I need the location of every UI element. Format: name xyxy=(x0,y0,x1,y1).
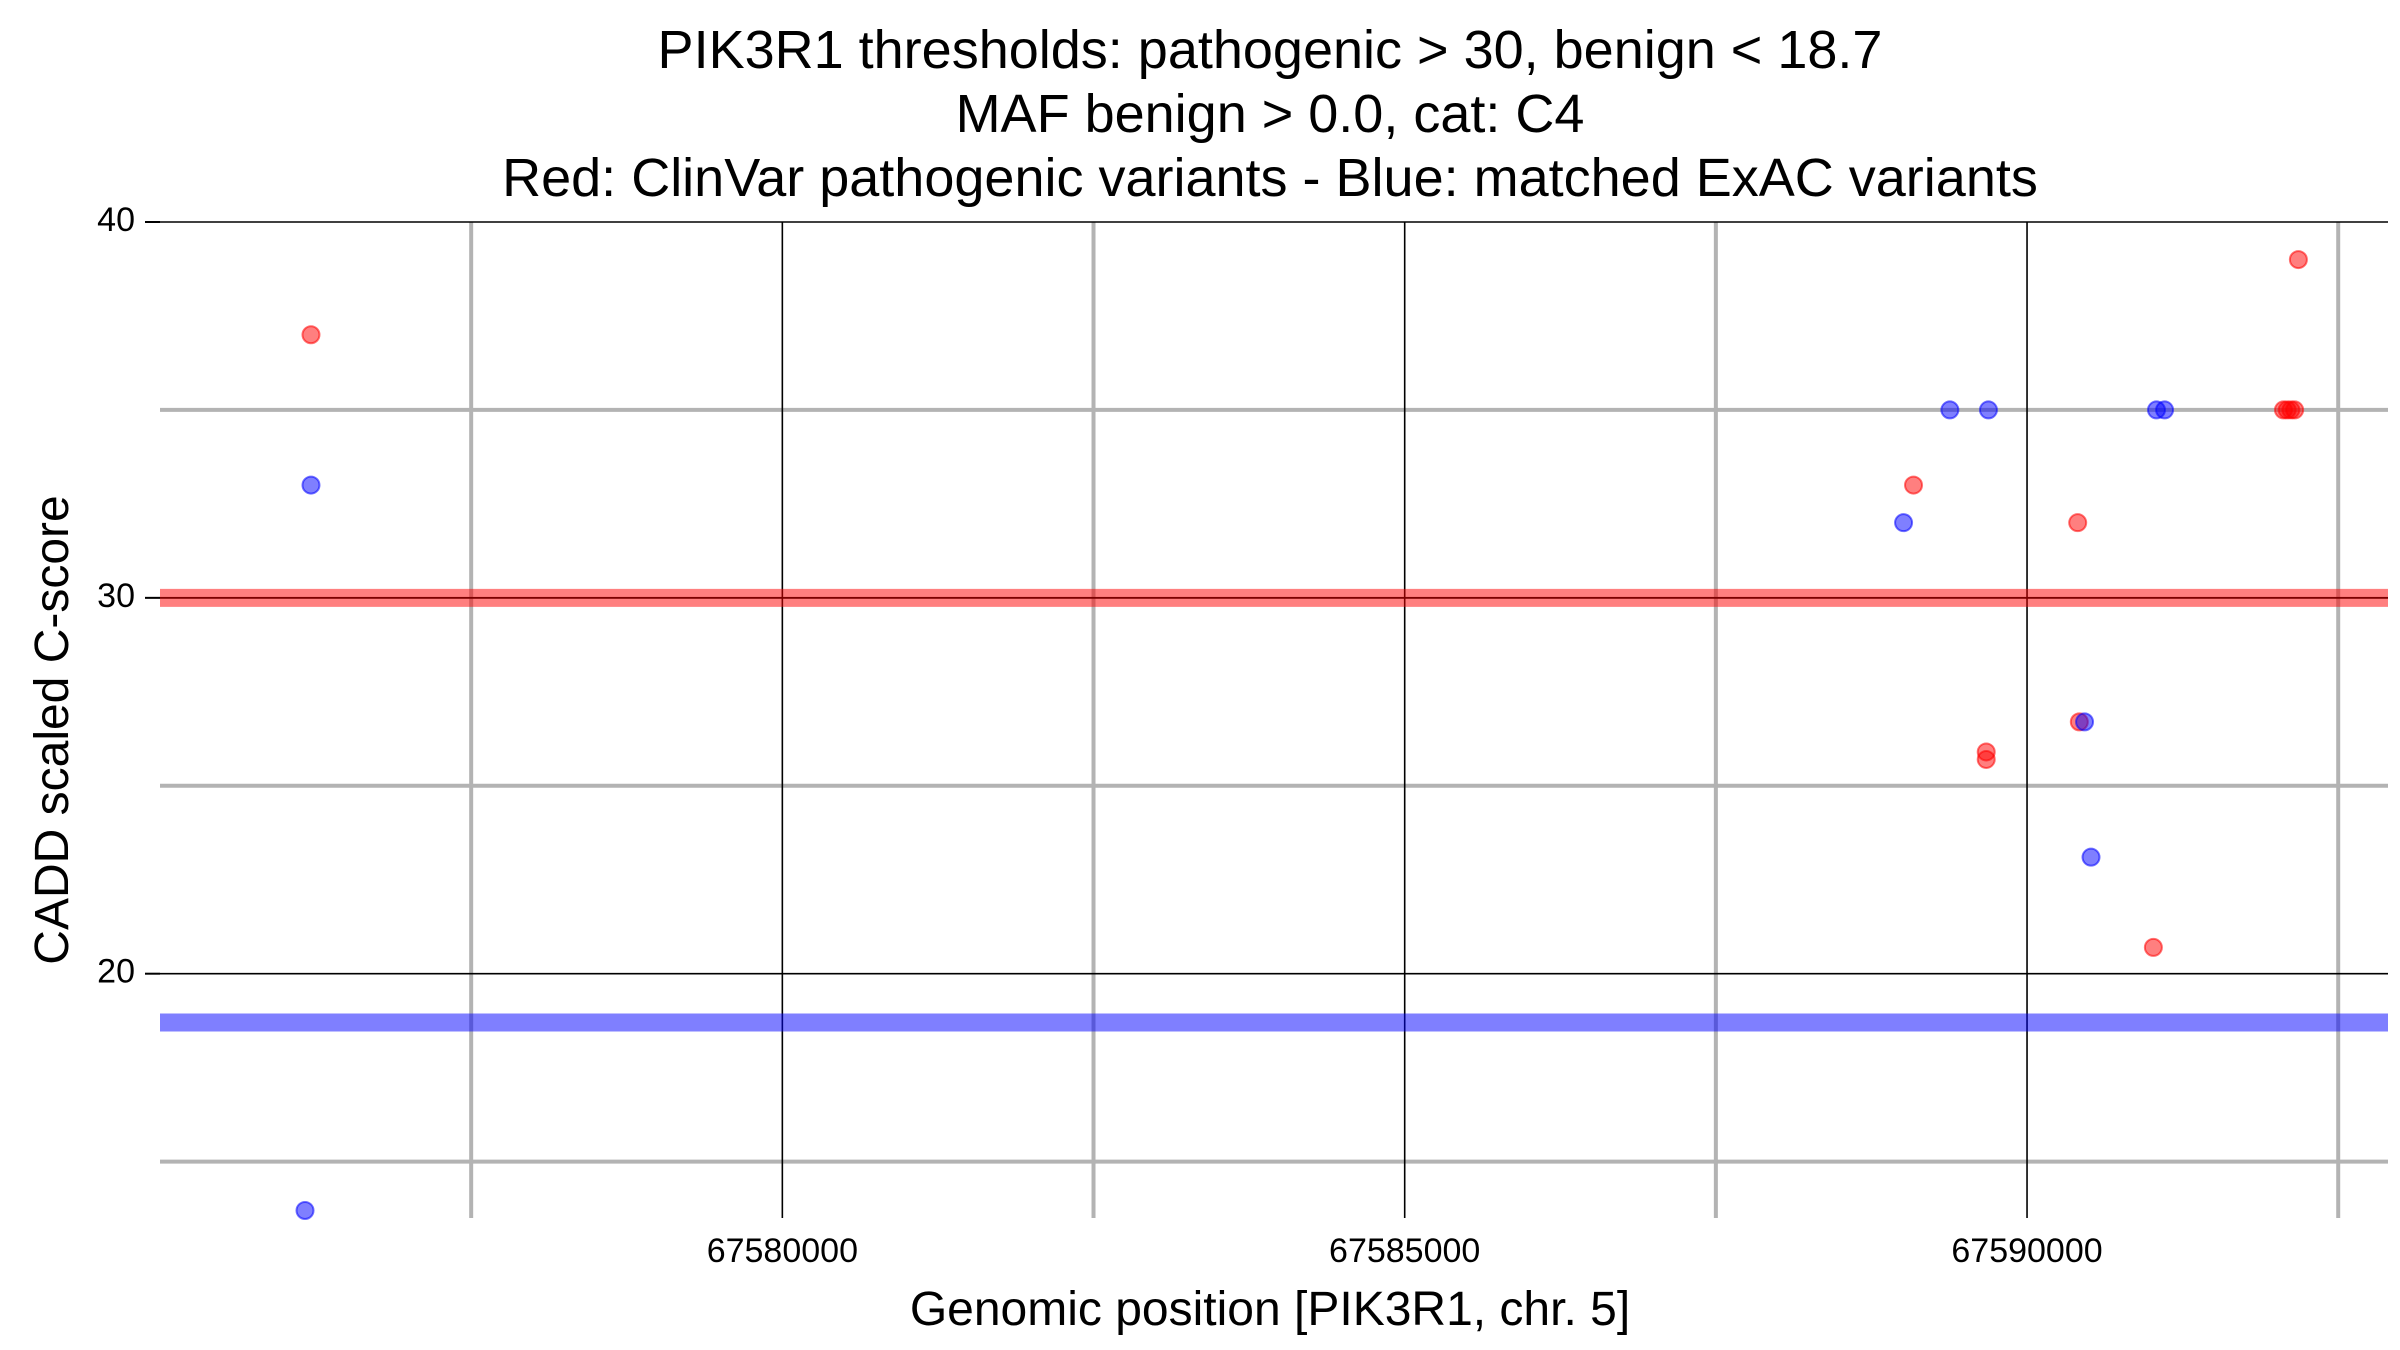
exac-point-0 xyxy=(301,475,321,495)
chart-title-line-3: Red: ClinVar pathogenic variants - Blue:… xyxy=(502,148,2038,208)
clinvar-point-1 xyxy=(1904,475,1924,495)
y-axis-title: CADD scaled C-score xyxy=(26,495,79,964)
clinvar-point-10 xyxy=(2285,400,2305,420)
exac-point-4 xyxy=(1978,400,1998,420)
clinvar-point-3 xyxy=(1976,749,1996,769)
exac-point-5 xyxy=(2075,712,2095,732)
points-layer xyxy=(295,250,2308,1220)
x-tick-label-1: 67585000 xyxy=(1329,1232,1480,1270)
x-tick-label-0: 67580000 xyxy=(707,1232,858,1270)
y-tick-label-2: 40 xyxy=(97,201,135,239)
clinvar-point-11 xyxy=(2288,250,2308,270)
chart-title-line-1: PIK3R1 thresholds: pathogenic > 30, beni… xyxy=(658,20,1883,80)
exac-point-6 xyxy=(2081,847,2101,867)
chart-title-line-2: MAF benign > 0.0, cat: C4 xyxy=(956,84,1585,144)
axis-layer: 20 30 40 67580000 67585000 67590000 xyxy=(97,201,2103,1270)
x-axis-title: Genomic position [PIK3R1, chr. 5] xyxy=(910,1283,1630,1336)
exac-point-1 xyxy=(295,1200,315,1220)
exac-point-2 xyxy=(1894,513,1914,533)
exac-point-3 xyxy=(1940,400,1960,420)
x-tick-label-2: 67590000 xyxy=(1951,1232,2102,1270)
grid-layer xyxy=(160,221,2388,1218)
clinvar-point-4 xyxy=(2068,513,2088,533)
y-tick-label-0: 20 xyxy=(97,953,135,991)
y-tick-label-1: 30 xyxy=(97,577,135,615)
clinvar-point-6 xyxy=(2143,937,2163,957)
exac-point-8 xyxy=(2155,400,2175,420)
threshold-layer xyxy=(160,588,2388,1032)
clinvar-point-0 xyxy=(301,325,321,345)
